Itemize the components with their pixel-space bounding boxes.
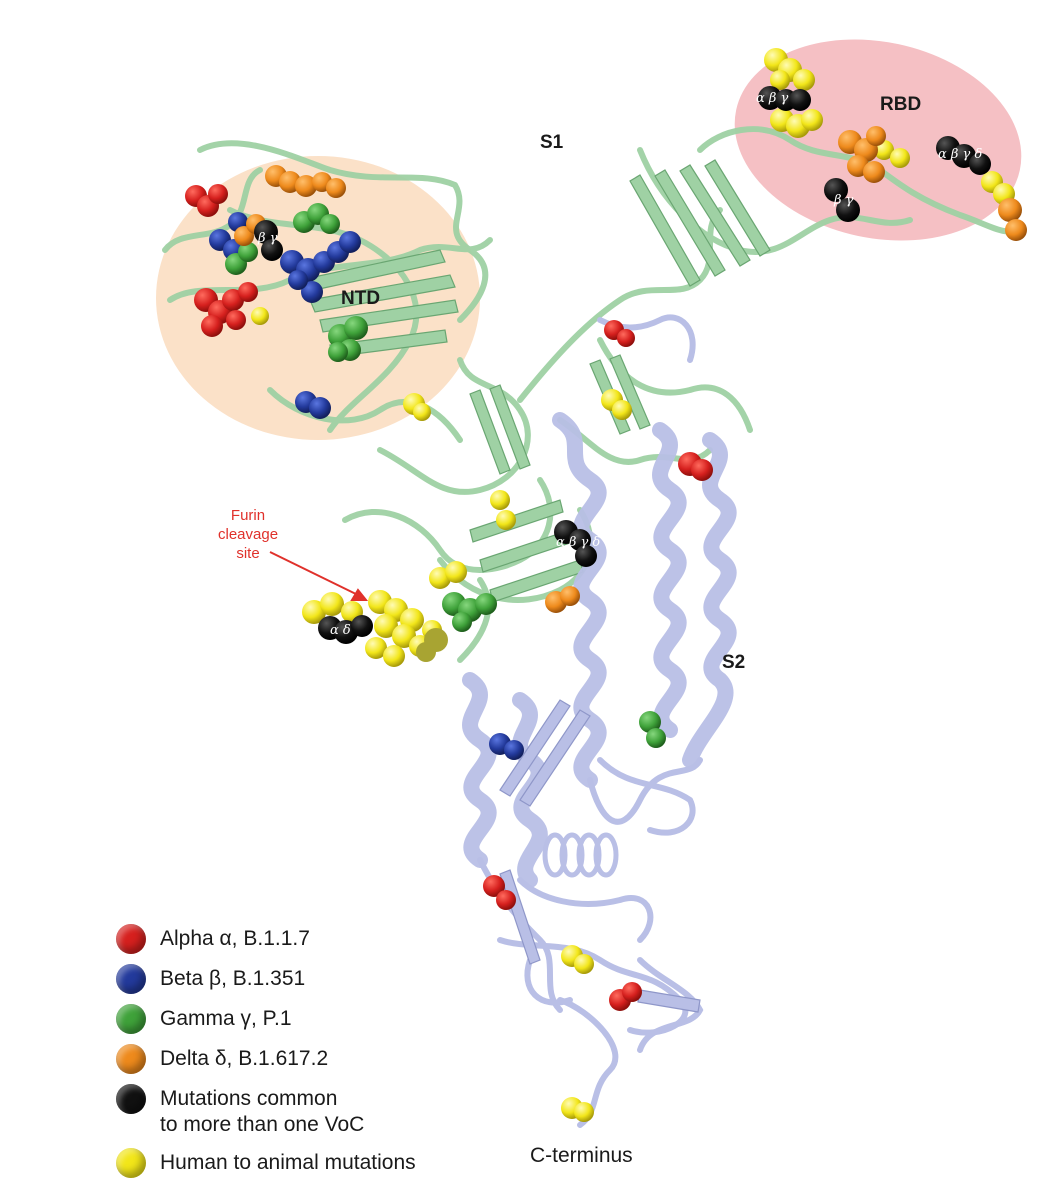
- alpha-swatch: [116, 924, 146, 954]
- center-greek-label: α β γ δ: [556, 535, 600, 550]
- legend-item-common: Mutations common to more than one VoC: [116, 1084, 416, 1138]
- s1-beta-sheets: [299, 159, 771, 603]
- legend-label-common-line1: Mutations common: [160, 1087, 338, 1110]
- ntd-mutation-clusters: [185, 165, 431, 421]
- animal-swatch: [116, 1148, 146, 1178]
- legend: Alpha α, B.1.1.7 Beta β, B.1.351 Gamma γ…: [116, 924, 416, 1188]
- rbd-right-greek-label: α β γ δ: [938, 147, 982, 162]
- legend-label-alpha: Alpha α, B.1.1.7: [160, 927, 310, 950]
- delta-swatch: [116, 1044, 146, 1074]
- gamma-swatch: [116, 1004, 146, 1034]
- rbd-label: RBD: [880, 94, 922, 115]
- legend-label-delta: Delta δ, B.1.617.2: [160, 1047, 329, 1070]
- legend-item-delta: Delta δ, B.1.617.2: [116, 1044, 416, 1074]
- legend-item-alpha: Alpha α, B.1.1.7: [116, 924, 416, 954]
- furin-label-line1: Furin: [230, 507, 266, 524]
- furin-cleavage-cluster: [302, 590, 448, 667]
- legend-item-beta: Beta β, B.1.351: [116, 964, 416, 994]
- rbd-left-greek-label: α β γ: [756, 91, 789, 106]
- s2-coil-helix: [542, 832, 619, 878]
- furin-cleavage-label: Furin cleavage site: [218, 506, 278, 563]
- ntd-label: NTD: [341, 288, 381, 309]
- s2-label: S2: [722, 652, 746, 673]
- legend-label-gamma: Gamma γ, P.1: [160, 1007, 292, 1030]
- beta-swatch: [116, 964, 146, 994]
- center-mutation-clusters: [429, 320, 713, 1122]
- common-swatch: [116, 1084, 146, 1114]
- furin-label-line2: cleavage: [218, 526, 279, 543]
- legend-label-animal: Human to animal mutations: [160, 1151, 416, 1174]
- furin-greek-label: α δ: [330, 623, 351, 638]
- c-terminus-label: C-terminus: [530, 1144, 633, 1167]
- s1-label: S1: [540, 132, 564, 153]
- rbd-mid-greek-label: β γ: [833, 193, 854, 208]
- legend-label-beta: Beta β, B.1.351: [160, 967, 306, 990]
- s2-strands: [477, 314, 704, 1128]
- legend-label-common-line2: to more than one VoC: [160, 1113, 365, 1136]
- rbd-mutation-clusters: [758, 48, 1027, 241]
- furin-label-line3: site: [236, 545, 260, 562]
- furin-arrow: [269, 551, 369, 601]
- ntd-greek-label: β γ: [257, 231, 278, 246]
- legend-item-gamma: Gamma γ, P.1: [116, 1004, 416, 1034]
- legend-item-animal: Human to animal mutations: [116, 1148, 416, 1178]
